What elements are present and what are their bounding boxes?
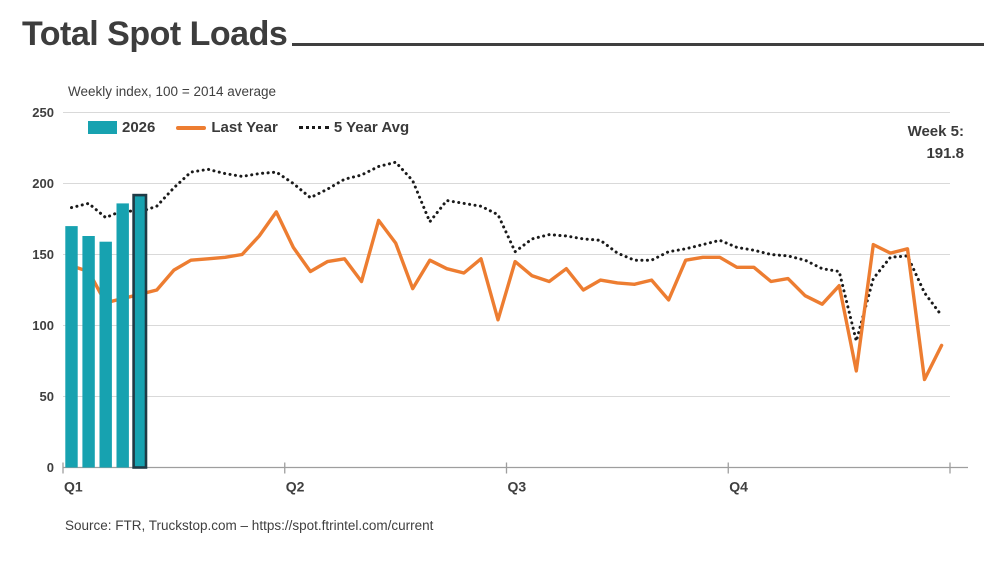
- legend-item-5-year-avg: 5 Year Avg: [298, 119, 410, 136]
- chart-subtitle: Weekly index, 100 = 2014 average: [68, 84, 277, 99]
- bar-week-5: [132, 193, 148, 469]
- page-title: Total Spot Loads: [22, 15, 288, 53]
- source-line: Source: FTR, Truckstop.com – https://spo…: [65, 518, 434, 533]
- legend-swatch-2026: [88, 121, 117, 134]
- bar-week-2: [82, 236, 95, 468]
- y-tick-label: 200: [32, 176, 54, 191]
- y-tick-label: 250: [32, 105, 54, 120]
- legend-label-2026: 2026: [122, 119, 156, 136]
- y-tick-label: 150: [32, 247, 54, 262]
- x-tick-label: Q1: [64, 479, 83, 495]
- y-axis-labels: 0 50 100 150 200 250: [32, 105, 54, 475]
- week-annotation-label: Week 5:: [907, 123, 964, 140]
- y-tick-label: 100: [32, 318, 54, 333]
- gridlines: [63, 112, 950, 397]
- x-axis: Q1 Q2 Q3 Q4: [62, 462, 968, 495]
- legend-label-5-year-avg: 5 Year Avg: [333, 119, 410, 136]
- header: Total Spot Loads: [22, 15, 984, 53]
- bar-week-3: [99, 241, 112, 468]
- bar-week-1: [65, 226, 78, 468]
- legend-swatch-last-year: [176, 125, 207, 130]
- y-tick-label: 50: [40, 389, 54, 404]
- chart-legend: 2026 Last Year 5 Year Avg: [88, 119, 409, 136]
- five-year-avg-line: [70, 160, 944, 343]
- legend-swatch-5-year-avg: [298, 126, 329, 129]
- legend-label-last-year: Last Year: [211, 119, 278, 136]
- week-annotation-value: 191.8: [926, 144, 964, 162]
- y-tick-label: 0: [47, 460, 54, 475]
- x-tick-label: Q3: [508, 479, 527, 495]
- bar-series-2026: [65, 193, 148, 469]
- title-underline: [292, 43, 984, 47]
- week-annotation: Week 5: 191.8: [908, 121, 964, 165]
- bar-week-4: [116, 203, 129, 468]
- last-year-line: [69, 210, 944, 382]
- legend-item-2026: 2026: [88, 119, 155, 136]
- x-tick-label: Q2: [286, 479, 305, 495]
- legend-item-last-year: Last Year: [176, 119, 278, 136]
- x-tick-label: Q4: [729, 479, 748, 495]
